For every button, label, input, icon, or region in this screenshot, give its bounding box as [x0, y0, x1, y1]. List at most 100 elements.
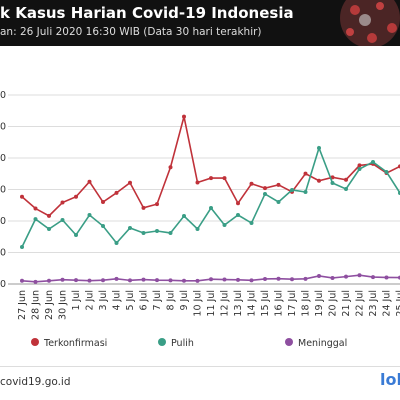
point [74, 232, 78, 237]
point [222, 176, 227, 181]
x-tick-label: 2 Jul [85, 290, 96, 311]
x-tick-label: 11 Jul [206, 290, 217, 317]
x-tick-label: 6 Jul [139, 290, 150, 311]
point [168, 165, 173, 170]
point [236, 277, 240, 282]
point [357, 167, 362, 172]
y-tick-label: 500 [0, 248, 6, 259]
point [141, 277, 146, 282]
legend-marker [31, 338, 39, 346]
legend-label: Terkonfirmasi [43, 338, 107, 349]
point [384, 169, 389, 174]
subtitle: an: 26 Juli 2020 16:30 WIB (Data 30 hari… [0, 26, 262, 38]
point [222, 222, 227, 227]
x-tick-label: 13 Jul [233, 290, 244, 317]
x-tick-label: 3 Jul [98, 290, 109, 311]
point [371, 275, 375, 280]
point [128, 278, 132, 283]
x-tick-label: 29 Jun [44, 290, 55, 320]
point [20, 194, 24, 199]
point [195, 278, 200, 283]
x-tick-label: 28 Jun [31, 290, 42, 320]
legend-marker [285, 338, 293, 346]
point [371, 159, 375, 164]
point [87, 213, 92, 218]
x-tick-label: 8 Jul [166, 290, 177, 311]
x-tick-label: 14 Jul [247, 290, 258, 317]
point [276, 276, 281, 281]
x-tick-label: 16 Jul [274, 290, 285, 317]
point [141, 205, 146, 210]
series-line [21, 145, 400, 248]
point [47, 227, 51, 232]
point [114, 190, 119, 195]
point [276, 182, 281, 187]
point [236, 213, 240, 218]
point [344, 274, 348, 279]
point [168, 278, 173, 283]
y-tick-label: 0 [0, 279, 6, 290]
logo: lok [380, 370, 400, 389]
point [236, 201, 240, 206]
point [317, 273, 321, 278]
y-tick-label: 1000 [0, 216, 6, 227]
point [60, 200, 65, 205]
point [317, 145, 321, 150]
x-tick-label: 25 Jul [395, 290, 400, 317]
point [384, 275, 389, 280]
point [128, 180, 132, 185]
point [101, 278, 105, 283]
title: k Kasus Harian Covid-19 Indonesia [0, 4, 294, 22]
point [263, 276, 267, 281]
point [357, 163, 362, 168]
point [344, 186, 348, 191]
point [60, 277, 65, 282]
header: k Kasus Harian Covid-19 Indonesia an: 26… [0, 0, 400, 46]
point [290, 277, 294, 282]
x-tick-label: 18 Jul [301, 290, 312, 317]
point [101, 200, 105, 205]
point [128, 225, 132, 230]
point [303, 190, 308, 195]
x-tick-label: 10 Jul [193, 290, 204, 317]
point [87, 278, 92, 283]
virus-image [340, 0, 400, 46]
x-tick-label: 12 Jul [220, 290, 231, 317]
point [182, 278, 186, 283]
point [47, 278, 51, 283]
point [101, 224, 105, 229]
x-tick-label: 17 Jul [287, 290, 298, 317]
point [155, 229, 159, 234]
x-tick-label: 4 Jul [112, 290, 123, 311]
legend-marker [158, 338, 166, 346]
point [155, 202, 159, 207]
point [33, 206, 38, 211]
point [114, 240, 119, 245]
point [20, 245, 24, 250]
y-tick-label: 1500 [0, 185, 6, 196]
point [33, 217, 38, 222]
point [168, 230, 173, 235]
x-tick-label: 1 Jul [71, 290, 82, 311]
x-tick-label: 22 Jul [355, 290, 366, 317]
x-tick-label: 15 Jul [260, 290, 271, 317]
point [141, 230, 146, 235]
point [357, 273, 362, 278]
point [74, 194, 78, 199]
x-tick-label: 27 Jun [17, 290, 28, 320]
point [114, 276, 119, 281]
point [182, 214, 186, 219]
point [249, 221, 254, 226]
point [344, 177, 348, 182]
x-tick-label: 30 Jun [58, 290, 69, 320]
y-tick-label: 3000 [0, 90, 6, 101]
point [20, 278, 24, 283]
point [303, 276, 308, 281]
x-tick-label: 23 Jul [368, 290, 379, 317]
point [249, 181, 254, 186]
x-tick-label: 20 Jul [328, 290, 339, 317]
point [276, 199, 281, 204]
x-tick-label: 7 Jul [152, 290, 163, 311]
